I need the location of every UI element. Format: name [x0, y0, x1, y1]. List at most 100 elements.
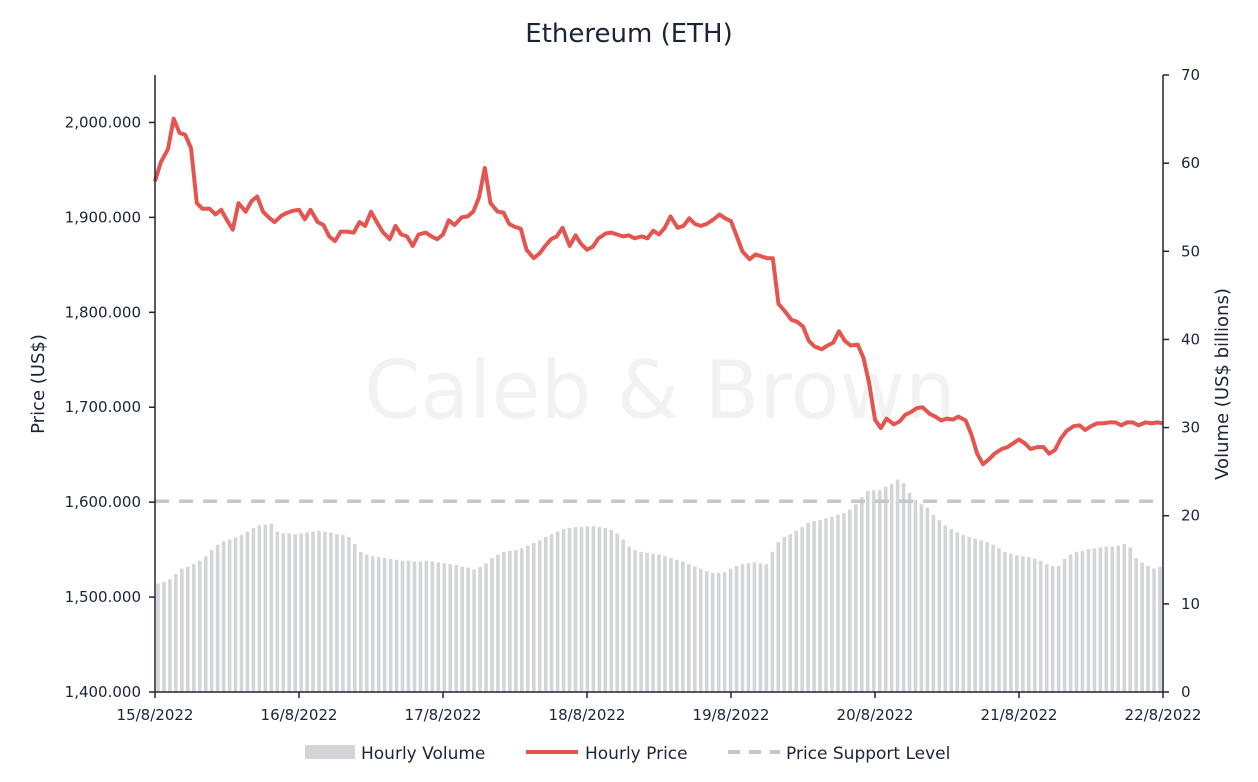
volume-bar	[215, 544, 220, 692]
volume-bar	[710, 573, 715, 692]
volume-bar	[1122, 543, 1127, 692]
volume-bar	[358, 551, 363, 692]
volume-bar	[442, 563, 447, 692]
volume-bar	[263, 524, 268, 692]
volume-bar	[919, 504, 924, 692]
volume-bar	[525, 545, 530, 692]
volume-bar	[311, 531, 315, 692]
volume-bar	[561, 528, 566, 692]
volume-bar	[1021, 556, 1025, 692]
volume-bar	[669, 558, 673, 692]
volume-bar	[543, 536, 548, 692]
volume-bar	[740, 564, 745, 692]
x-tick-label: 15/8/2022	[117, 706, 194, 724]
volume-bar	[675, 559, 679, 692]
volume-bar	[406, 560, 411, 692]
volume-bar	[245, 531, 250, 692]
x-tick-label: 17/8/2022	[405, 706, 482, 724]
volume-bar	[1015, 555, 1019, 692]
volume-bar	[1038, 560, 1043, 692]
y-tick-label: 2,000.000	[65, 113, 141, 131]
volume-bar	[591, 526, 596, 692]
y2-tick-label: 30	[1181, 419, 1200, 437]
volume-bar	[305, 532, 309, 692]
y-tick-label: 1,800.000	[65, 303, 141, 321]
volume-bar	[370, 556, 375, 692]
volume-bar	[687, 564, 691, 692]
volume-bar	[1056, 565, 1061, 692]
legend-support-label: Price Support Level	[786, 744, 950, 764]
volume-bar	[341, 535, 345, 692]
volume-bar	[895, 479, 900, 692]
volume-bar	[353, 543, 357, 692]
volume-bar	[597, 527, 602, 692]
volume-bar	[693, 566, 697, 692]
volume-bar	[770, 551, 775, 692]
volume-bar	[1086, 549, 1091, 692]
volume-bar	[1152, 568, 1156, 692]
volume-bar	[1098, 547, 1103, 692]
y-tick-label: 1,600.000	[65, 493, 141, 511]
volume-bar	[382, 558, 387, 692]
y-tick-label: 1,400.000	[65, 683, 141, 701]
volume-bar	[860, 497, 864, 692]
volume-bar	[794, 530, 798, 692]
volume-bar	[728, 568, 733, 692]
volume-bar	[949, 528, 954, 692]
volume-bar	[484, 563, 488, 692]
volume-bar	[943, 525, 948, 692]
volume-bar	[233, 537, 238, 692]
volume-bar	[1044, 564, 1049, 692]
y2-tick-label: 40	[1181, 330, 1200, 348]
volume-bar	[400, 560, 405, 692]
volume-bar	[197, 560, 202, 692]
volume-bar	[269, 523, 274, 692]
volume-bar	[639, 551, 643, 692]
volume-bar	[1074, 551, 1079, 692]
volume-bar	[865, 491, 870, 692]
volume-bar	[836, 514, 840, 692]
volume-bar	[323, 531, 327, 692]
volume-bar	[627, 546, 631, 692]
volume-bar	[531, 543, 536, 692]
volume-bar	[961, 535, 965, 692]
volume-bar	[388, 558, 393, 692]
volume-bar	[913, 499, 918, 692]
volume-bar	[842, 513, 846, 692]
volume-bar	[156, 583, 160, 692]
volume-bar	[1050, 565, 1055, 692]
volume-bar	[621, 539, 625, 692]
volume-bar	[734, 565, 739, 692]
volume-bar	[579, 527, 584, 692]
volume-bar	[967, 536, 971, 692]
volume-bar	[1068, 554, 1073, 692]
volume-bars	[156, 479, 1162, 692]
y2-axis-ticks: 0 10 20 30 40 50 60 70	[1163, 66, 1200, 701]
legend: Hourly Volume Hourly Price Price Support…	[305, 744, 950, 764]
volume-bar	[191, 564, 196, 692]
x-tick-label: 22/8/2022	[1125, 706, 1202, 724]
volume-bar	[907, 492, 912, 692]
volume-bar	[573, 527, 578, 692]
y2-tick-label: 50	[1181, 242, 1200, 260]
volume-bar	[520, 548, 524, 692]
volume-bar	[514, 550, 518, 692]
volume-bar	[209, 550, 214, 692]
volume-bar	[257, 525, 262, 692]
volume-bar	[716, 573, 721, 692]
volume-bar	[830, 516, 834, 692]
volume-bar	[991, 544, 995, 692]
volume-bar	[275, 531, 280, 692]
volume-bar	[877, 490, 882, 692]
volume-bar	[1146, 565, 1150, 692]
volume-bar	[889, 483, 894, 692]
volume-bar	[937, 520, 942, 692]
volume-bar	[752, 562, 757, 692]
volume-bar	[490, 558, 494, 692]
volume-bar	[281, 533, 286, 692]
volume-bar	[973, 538, 977, 692]
y2-tick-label: 10	[1181, 595, 1200, 613]
volume-bar	[335, 534, 339, 692]
volume-bar	[376, 557, 381, 692]
